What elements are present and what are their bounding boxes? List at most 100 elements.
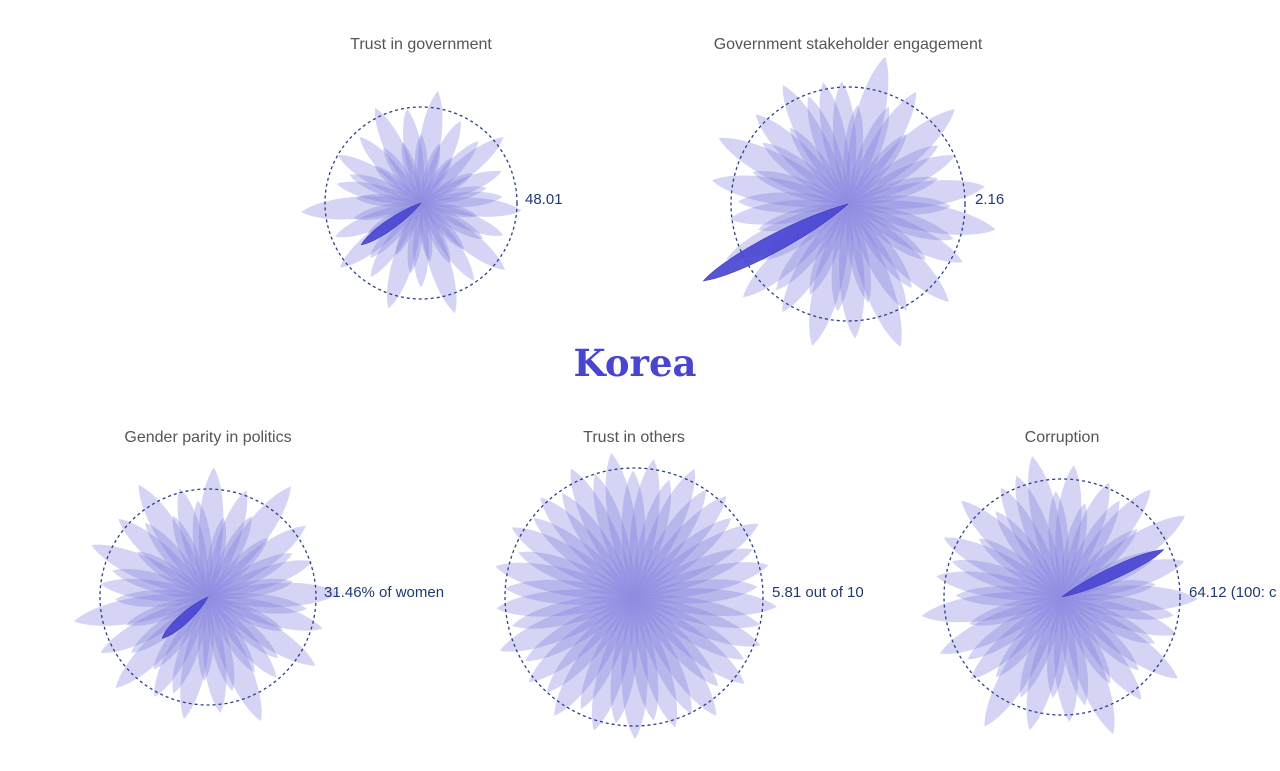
petal (634, 595, 760, 629)
petal (1062, 597, 1111, 684)
petal (633, 597, 678, 728)
petal (1062, 500, 1120, 597)
petal (1048, 490, 1069, 597)
petal (718, 137, 848, 204)
petal (979, 538, 1062, 597)
petal (208, 537, 269, 597)
petal (848, 109, 955, 204)
petal (634, 548, 753, 598)
petal (208, 486, 291, 597)
petal (634, 588, 777, 616)
petal (370, 203, 421, 277)
petal (943, 537, 1062, 597)
petal (172, 597, 209, 694)
petal (831, 204, 854, 312)
petal (499, 596, 634, 652)
petal (832, 81, 857, 204)
petal (421, 203, 465, 250)
petal (118, 518, 208, 597)
petal (621, 597, 648, 739)
petal (789, 127, 848, 204)
petal (1062, 580, 1156, 601)
reference-circle (504, 467, 764, 727)
petal (1062, 597, 1178, 679)
petal (757, 203, 848, 232)
petal (383, 147, 421, 203)
petal (1062, 597, 1155, 644)
value-label: 2.16 (975, 191, 1004, 208)
reference-circle (943, 478, 1181, 716)
petal (1062, 529, 1138, 597)
petal (1062, 596, 1177, 636)
petal (208, 560, 313, 598)
petal (955, 586, 1062, 607)
value-label: 64.12 (100: c (1189, 584, 1277, 601)
petal (848, 145, 939, 204)
petal (580, 597, 634, 709)
petal (1060, 502, 1088, 597)
chart-title: Trust in others (583, 429, 685, 446)
petal (782, 204, 848, 312)
petal (137, 551, 208, 597)
petal (634, 579, 758, 604)
petal (711, 175, 848, 208)
petal (1047, 597, 1068, 699)
petal (421, 203, 451, 264)
petal (421, 202, 504, 236)
petal (848, 176, 939, 205)
petal (511, 527, 634, 597)
petal (403, 109, 424, 203)
petal (755, 114, 848, 204)
petal (401, 142, 422, 203)
petal (91, 544, 208, 597)
chart-corruption: Corruption 64.12 (100: c (921, 429, 1277, 734)
petal (505, 579, 634, 605)
petal (206, 517, 227, 597)
petal (807, 96, 849, 204)
petal (634, 597, 717, 716)
petal (634, 468, 696, 597)
reference-circle (730, 86, 966, 322)
petal (198, 467, 224, 597)
petal (1062, 597, 1142, 700)
petal (936, 571, 1062, 601)
petal (995, 511, 1062, 597)
petal (192, 500, 213, 597)
petal (848, 92, 917, 204)
petal (208, 553, 293, 597)
petal (154, 597, 208, 697)
petal (208, 516, 252, 597)
petal (208, 582, 340, 608)
petal (848, 195, 951, 215)
petal (421, 170, 502, 204)
petal (634, 523, 759, 597)
petal (843, 105, 864, 204)
petal (208, 597, 278, 659)
petal (848, 155, 955, 204)
petal-group (74, 467, 340, 722)
petal (202, 597, 227, 714)
value-label: 31.46% of women (324, 584, 444, 601)
petal (633, 479, 672, 597)
petal (540, 497, 634, 597)
petal (634, 597, 719, 687)
petal (819, 82, 851, 204)
petal (742, 204, 848, 298)
petal (374, 165, 421, 203)
petal (518, 551, 634, 598)
petal (208, 597, 255, 673)
petal (848, 204, 907, 311)
highlight-petal (1061, 549, 1165, 598)
petal (634, 597, 745, 684)
petal (848, 204, 927, 260)
petal (138, 484, 208, 597)
petal (554, 597, 634, 716)
chart-gender-parity-in-politics: Gender parity in politics 31.46% of wome… (74, 429, 444, 722)
chart-title: Trust in government (350, 36, 492, 53)
petal (421, 202, 478, 218)
petal (335, 202, 421, 238)
petal (1020, 597, 1062, 698)
petal (413, 203, 429, 288)
petal (524, 597, 634, 662)
